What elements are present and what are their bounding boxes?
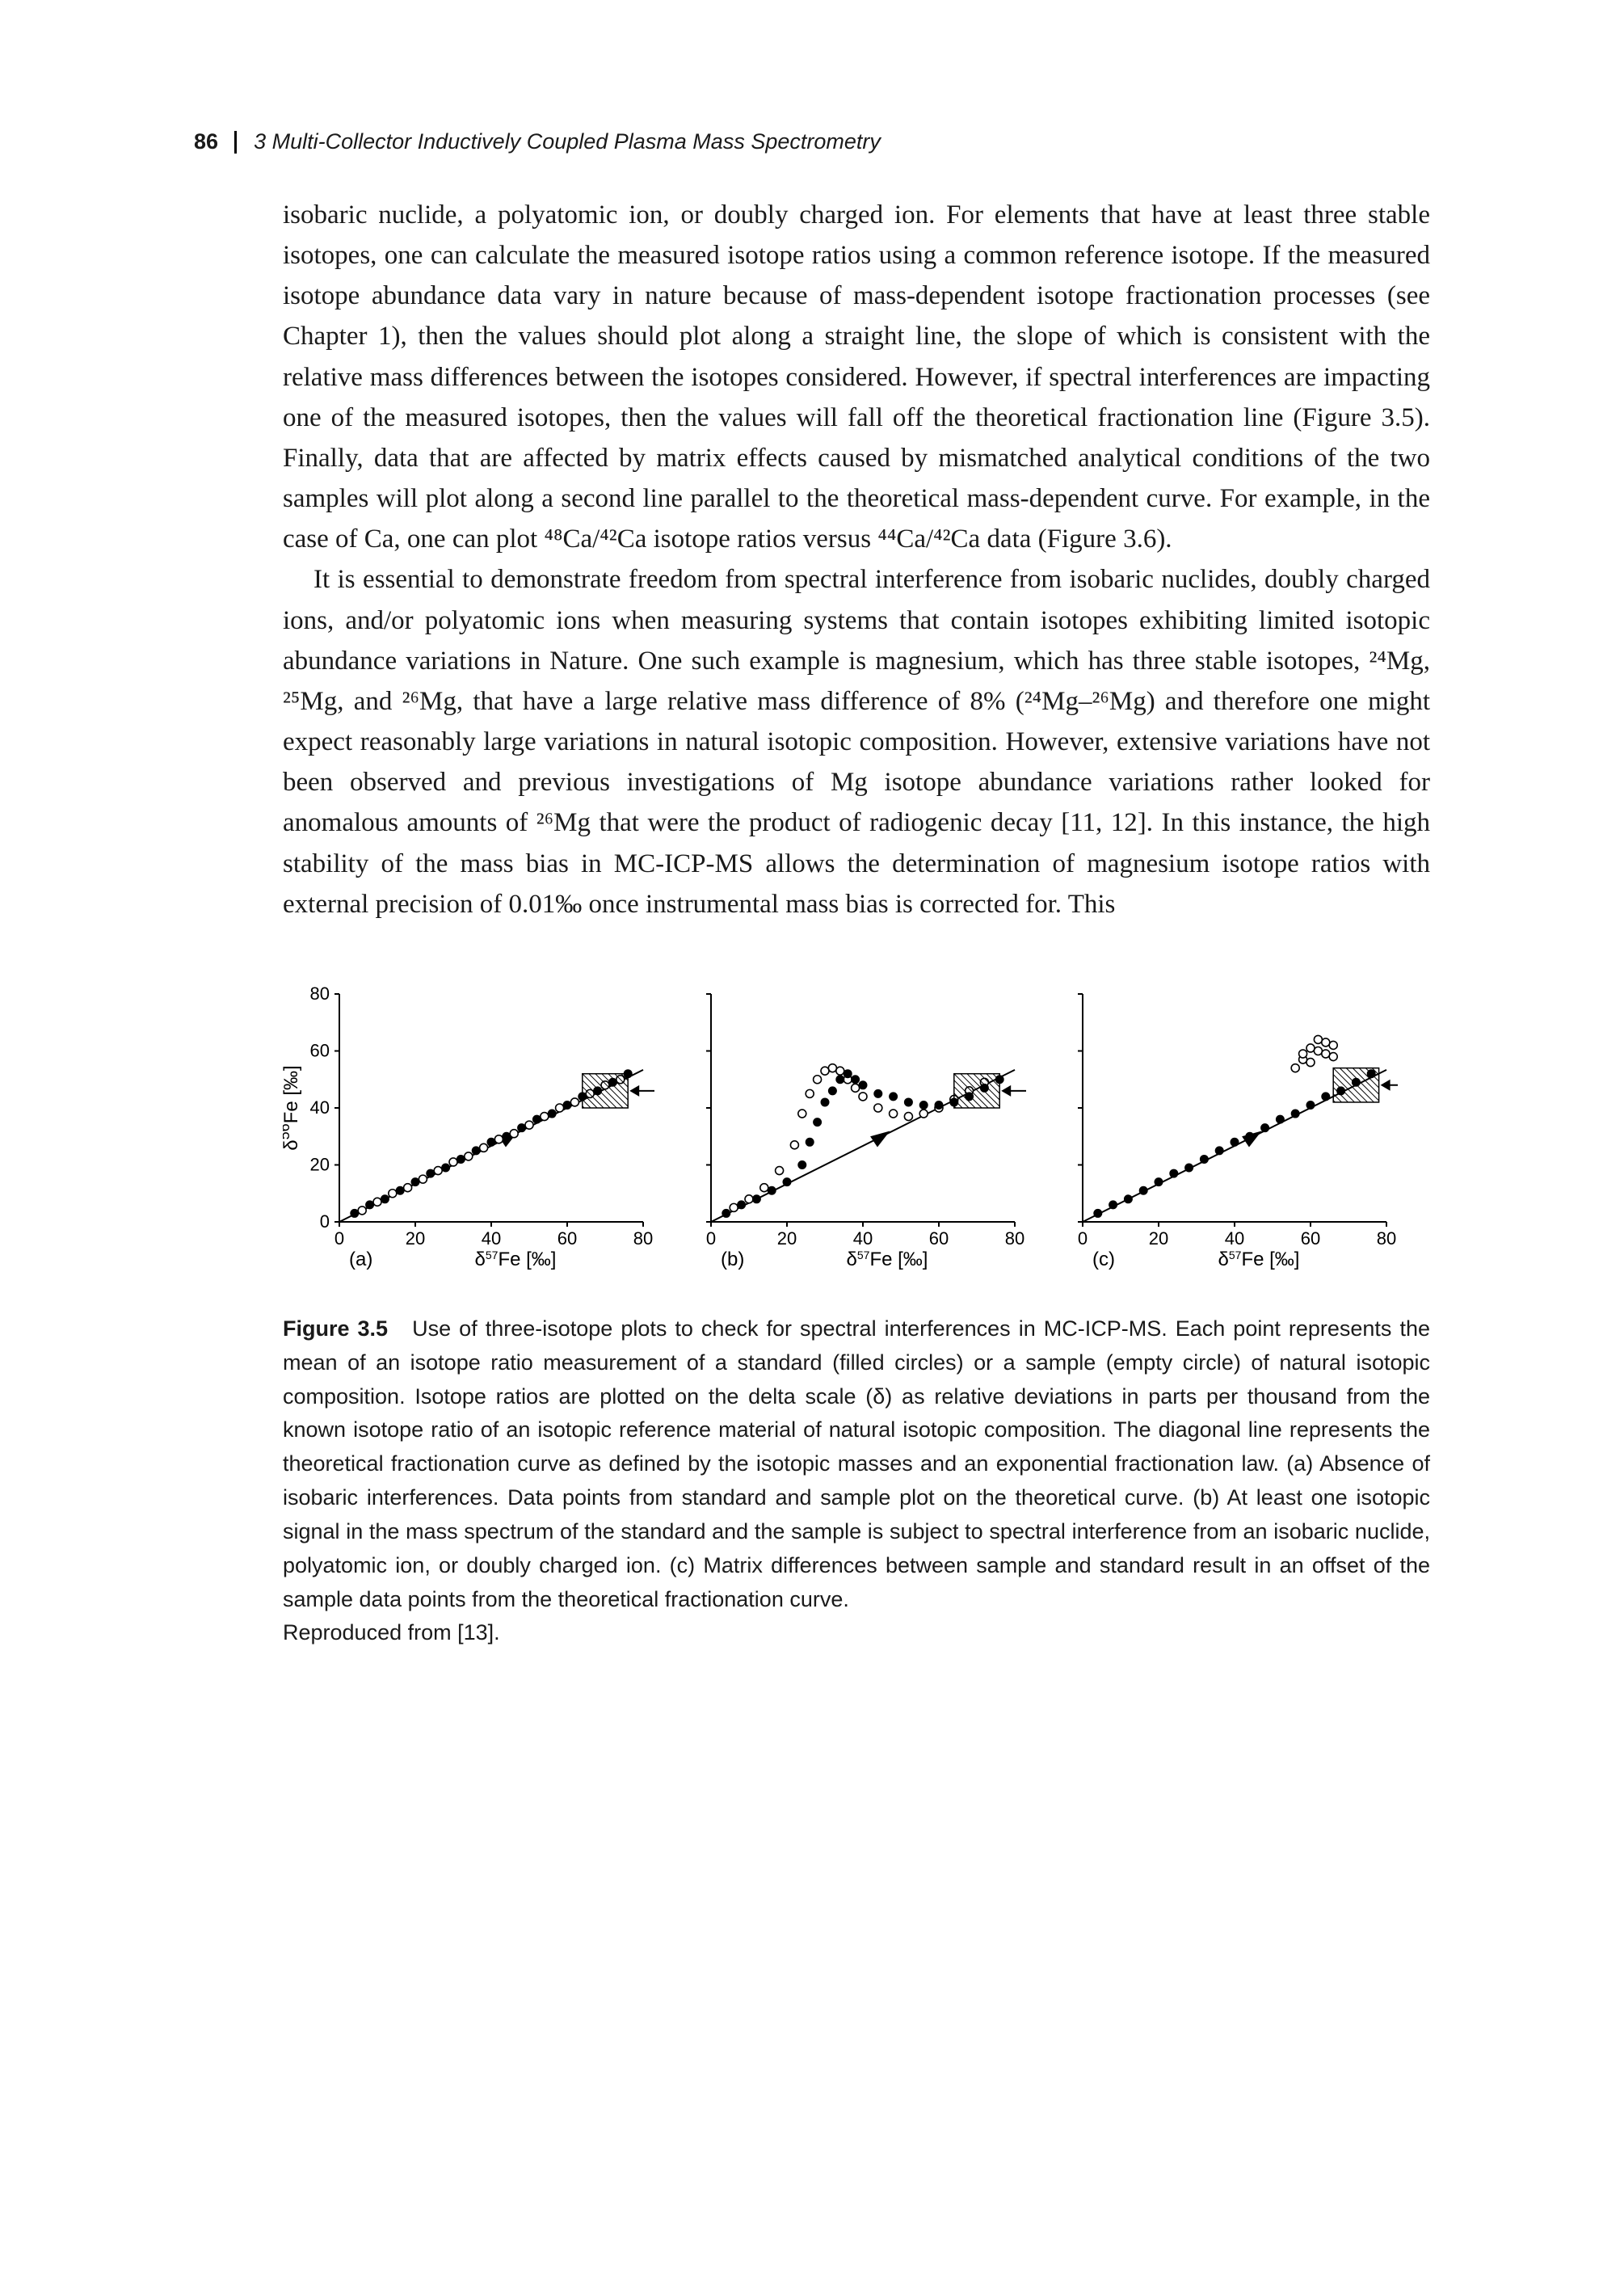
figure-label: Figure 3.5 xyxy=(283,1316,388,1341)
svg-text:δ57Fe [‰]: δ57Fe [‰] xyxy=(475,1249,557,1270)
chart-panel-a: 0 20 40 60 80 0 20 40 60 80 δ56Fe [‰] (a) δ57Fe [‰] xyxy=(283,981,654,1272)
svg-text:(a): (a) xyxy=(349,1249,372,1270)
svg-text:60: 60 xyxy=(310,1040,330,1060)
svg-text:20: 20 xyxy=(777,1228,797,1249)
svg-text:(b): (b) xyxy=(721,1249,744,1270)
svg-text:80: 80 xyxy=(1005,1228,1024,1249)
svg-text:0: 0 xyxy=(320,1211,330,1232)
chart-panel-b: 0 20 40 60 80 (b) δ57Fe [‰] xyxy=(654,981,1026,1272)
page-number: 86 xyxy=(194,129,218,154)
body-text: isobaric nuclide, a polyatomic ion, or d… xyxy=(283,195,1430,924)
svg-text:δ57Fe [‰]: δ57Fe [‰] xyxy=(847,1249,928,1270)
figure-3-5: 020406080020406080δ56Fe [‰](a)δ57Fe [‰]0… xyxy=(283,981,1430,1650)
svg-text:0: 0 xyxy=(334,1228,344,1249)
svg-text:40: 40 xyxy=(310,1097,330,1118)
figure-caption-text: Use of three-isotope plots to check for … xyxy=(283,1316,1430,1611)
svg-text:80: 80 xyxy=(633,1228,653,1249)
chapter-title: 3 Multi-Collector Inductively Coupled Pl… xyxy=(254,129,881,154)
svg-text:40: 40 xyxy=(482,1228,501,1249)
svg-text:60: 60 xyxy=(929,1228,949,1249)
paragraph-1: isobaric nuclide, a polyatomic ion, or d… xyxy=(283,195,1430,559)
svg-text:20: 20 xyxy=(406,1228,425,1249)
svg-text:δ56Fe [‰]: δ56Fe [‰] xyxy=(283,1065,302,1150)
paragraph-2: It is essential to demonstrate freedom f… xyxy=(283,559,1430,924)
header-divider xyxy=(234,131,237,154)
svg-text:60: 60 xyxy=(1301,1228,1320,1249)
svg-text:0: 0 xyxy=(1078,1228,1088,1249)
figure-reproduced: Reproduced from [13]. xyxy=(283,1620,500,1645)
svg-text:0: 0 xyxy=(706,1228,716,1249)
svg-text:60: 60 xyxy=(557,1228,577,1249)
svg-text:20: 20 xyxy=(1149,1228,1168,1249)
svg-text:40: 40 xyxy=(1225,1228,1244,1249)
svg-text:80: 80 xyxy=(310,983,330,1004)
svg-text:20: 20 xyxy=(310,1154,330,1174)
chart-panel-c: 0 20 40 60 80 (c) δ57Fe [‰] xyxy=(1026,981,1398,1272)
figure-caption: Figure 3.5 Use of three-isotope plots to… xyxy=(283,1312,1430,1650)
svg-text:40: 40 xyxy=(853,1228,873,1249)
svg-text:δ57Fe [‰]: δ57Fe [‰] xyxy=(1218,1249,1300,1270)
svg-text:(c): (c) xyxy=(1092,1249,1115,1270)
running-header: 86 3 Multi-Collector Inductively Coupled… xyxy=(194,129,1430,154)
svg-text:80: 80 xyxy=(1377,1228,1396,1249)
